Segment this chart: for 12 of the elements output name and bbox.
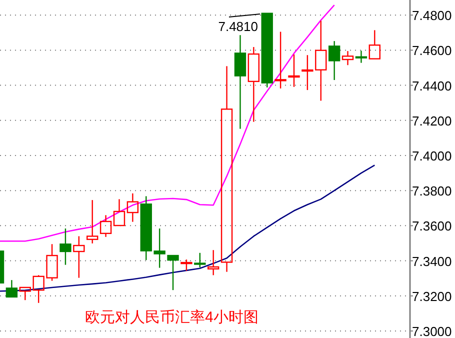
y-tick-label: 7.3800: [412, 184, 452, 199]
y-tick-label: 7.4400: [412, 78, 452, 94]
y-tick-label: 7.4000: [412, 148, 452, 164]
y-tick-label: 7.3000: [412, 324, 452, 338]
y-tick-label: 7.4600: [412, 43, 452, 58]
y-tick-label: 7.3600: [412, 218, 452, 234]
annotation: 7.4810: [218, 19, 258, 34]
y-tick-label: 7.3400: [412, 254, 452, 269]
y-tick-label: 7.3200: [412, 288, 452, 304]
y-tick-label: 7.4200: [412, 113, 452, 128]
y-tick-label: 7.4800: [412, 8, 452, 24]
annotation: 欧元对人民币汇率4小时图: [85, 309, 258, 326]
